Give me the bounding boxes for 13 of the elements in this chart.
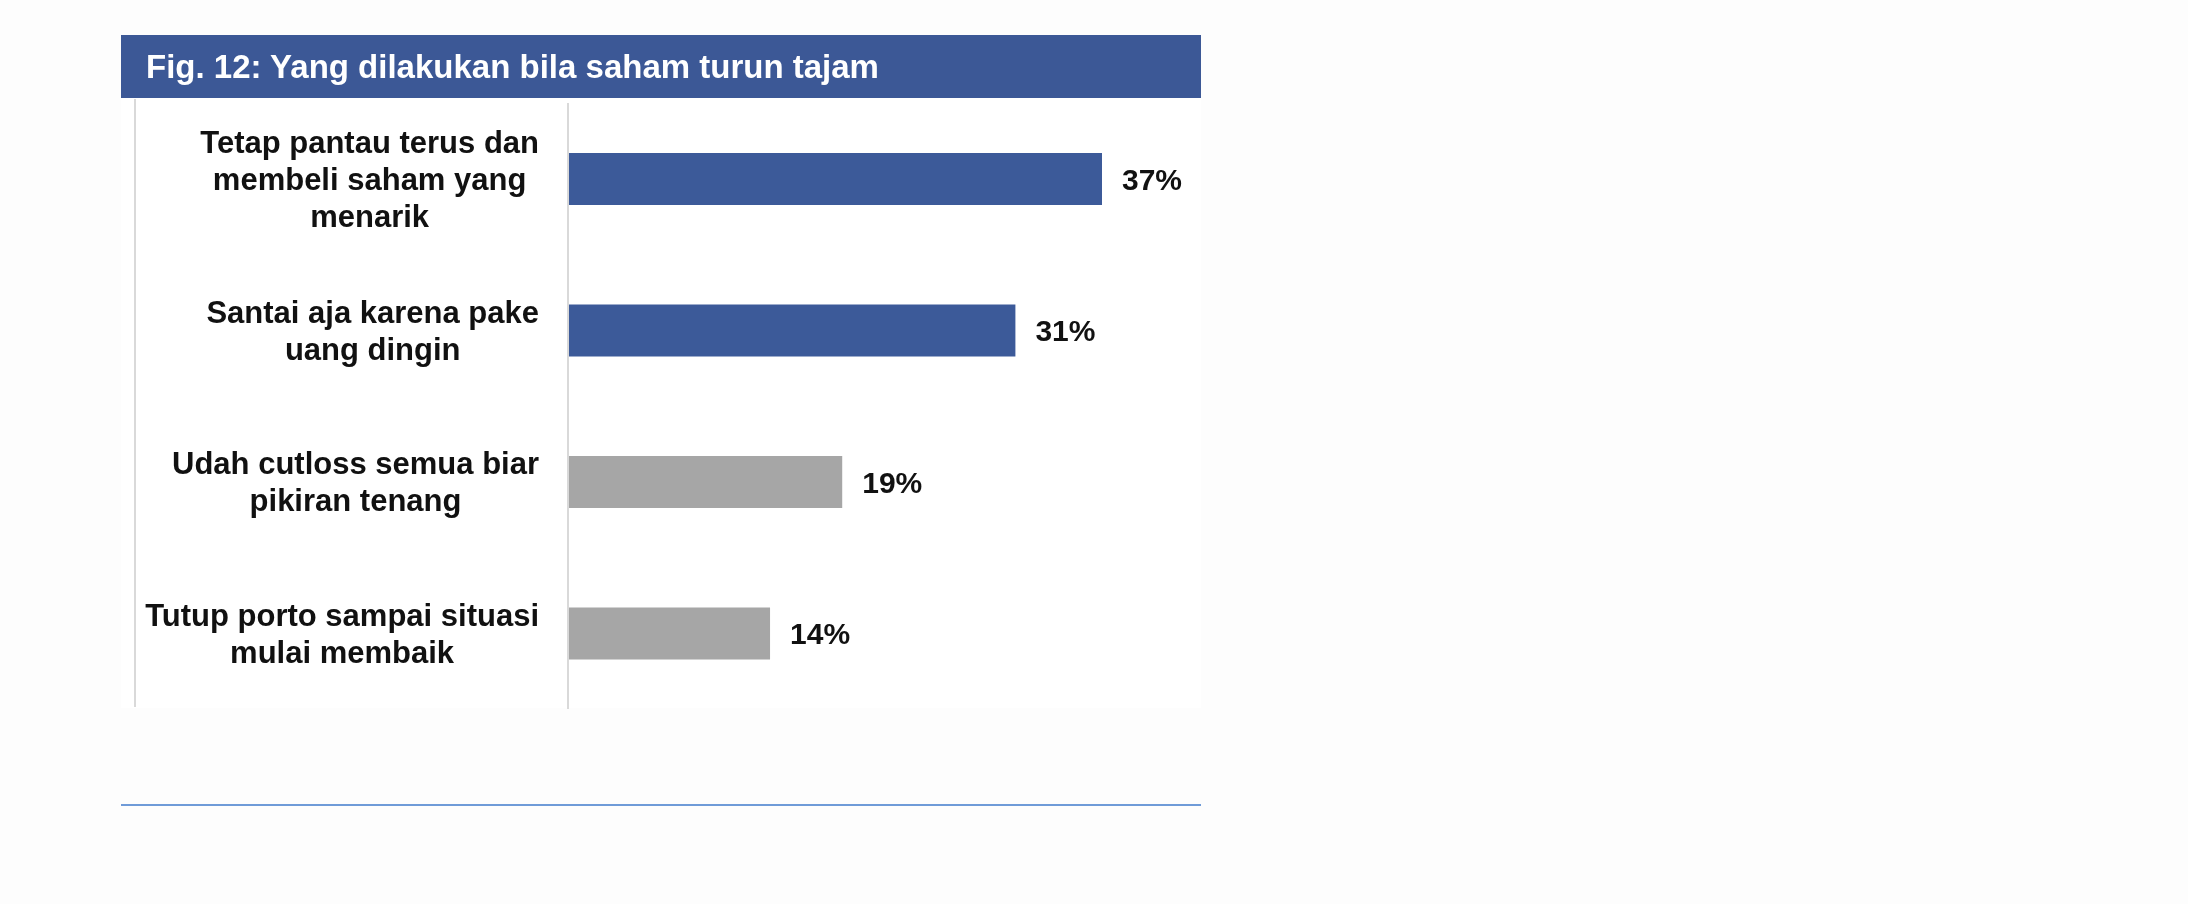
bar — [568, 607, 771, 660]
data-label: 14% — [790, 617, 851, 651]
data-label: 19% — [862, 465, 923, 499]
data-label: 37% — [1122, 162, 1183, 196]
y-tick-label: Tetap pantau terus dan membeli saham yang menarik — [200, 124, 539, 234]
y-tick-label: Udah cutloss semua biar pikiran tenang — [172, 446, 539, 519]
y-tick-label: Santai aja karena pake uang dingin — [206, 294, 539, 367]
data-label: 31% — [1035, 314, 1096, 348]
y-tick-label: Tutup porto sampai situasi mulai membaik — [145, 597, 539, 670]
bar — [568, 304, 1016, 357]
bar — [568, 456, 843, 508]
bar — [568, 153, 1102, 205]
chart-title: Fig. 12: Yang dilakukan bila saham turun tajam — [121, 35, 1201, 98]
